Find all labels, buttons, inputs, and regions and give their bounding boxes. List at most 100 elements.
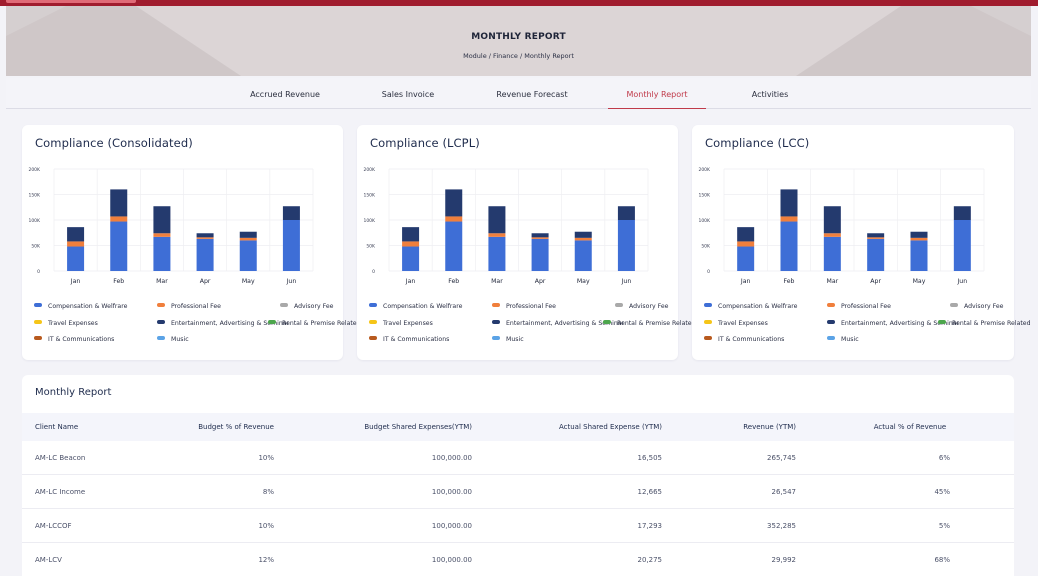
legend-item-rental-premise-related[interactable]: Rental & Premise Related	[603, 320, 696, 327]
bar-compensation-welfrare-mar[interactable]	[488, 236, 506, 271]
legend-item-music[interactable]: Music	[157, 336, 189, 343]
bar-compensation-welfrare-may[interactable]	[239, 240, 257, 271]
bar-compensation-welfrare-jan[interactable]	[67, 246, 85, 271]
bar-compensation-welfrare-apr[interactable]	[867, 238, 885, 271]
bar-compensation-welfrare-jan[interactable]	[737, 246, 755, 271]
table-row[interactable]: AM-LC Beacon 10% 100,000.00 16,505 265,7…	[22, 441, 1014, 475]
bar-compensation-welfrare-feb[interactable]	[445, 221, 463, 271]
bar-compensation-welfrare-apr[interactable]	[196, 238, 214, 271]
legend-item-travel-expenses[interactable]: Travel Expenses	[369, 320, 433, 327]
legend-item-entertainment-advertising-seminar[interactable]: Entertainment, Advertising & Seminar	[157, 320, 289, 327]
bar-professional-fee-jan[interactable]	[67, 241, 85, 247]
legend-item-music[interactable]: Music	[492, 336, 524, 343]
legend-item-entertainment-advertising-seminar[interactable]: Entertainment, Advertising & Seminar	[492, 320, 624, 327]
chart-title: Compliance (LCPL)	[370, 136, 480, 150]
legend-item-professional-fee[interactable]: Professional Fee	[157, 303, 221, 310]
legend-item-travel-expenses[interactable]: Travel Expenses	[704, 320, 768, 327]
bar-entertainment-advertising-seminar-may[interactable]	[910, 231, 928, 238]
legend-item-advisory-fee[interactable]: Advisory Fee	[280, 303, 333, 310]
y-tick-label: 100K	[28, 218, 41, 224]
legend-item-it-communications[interactable]: IT & Communications	[34, 336, 114, 343]
legend-item-entertainment-advertising-seminar[interactable]: Entertainment, Advertising & Seminar	[827, 320, 959, 327]
bar-compensation-welfrare-mar[interactable]	[823, 236, 841, 271]
cell-budget-pct: 8%	[262, 488, 274, 496]
table-row[interactable]: AM-LCCOF 10% 100,000.00 17,293 352,285 5…	[22, 509, 1014, 543]
tab-sales-invoice[interactable]: Sales Invoice	[381, 90, 435, 99]
bar-entertainment-advertising-seminar-may[interactable]	[574, 231, 592, 238]
legend-item-rental-premise-related[interactable]: Rental & Premise Related	[268, 320, 361, 327]
col-actual-shared[interactable]: Actual Shared Expense (YTM)	[558, 423, 662, 431]
bar-entertainment-advertising-seminar-jun[interactable]	[953, 206, 971, 220]
bar-professional-fee-jan[interactable]	[737, 241, 755, 247]
bar-professional-fee-apr[interactable]	[531, 237, 549, 239]
bar-entertainment-advertising-seminar-mar[interactable]	[153, 206, 171, 234]
tab-activities[interactable]: Activities	[751, 90, 789, 99]
bar-entertainment-advertising-seminar-jun[interactable]	[282, 206, 300, 220]
bar-entertainment-advertising-seminar-mar[interactable]	[823, 206, 841, 234]
bar-entertainment-advertising-seminar-apr[interactable]	[867, 233, 885, 238]
legend-label: Entertainment, Advertising & Seminar	[841, 320, 960, 327]
bar-compensation-welfrare-apr[interactable]	[531, 238, 549, 271]
x-tick-label: Feb	[448, 278, 459, 285]
bar-entertainment-advertising-seminar-jan[interactable]	[402, 227, 420, 242]
col-actual-pct[interactable]: Actual % of Revenue	[873, 423, 947, 431]
legend-item-music[interactable]: Music	[827, 336, 859, 343]
bar-professional-fee-mar[interactable]	[488, 233, 506, 237]
table-row[interactable]: AM-LCV 12% 100,000.00 20,275 29,992 68%	[22, 543, 1014, 576]
col-budget-pct[interactable]: Budget % of Revenue	[198, 423, 274, 431]
bar-compensation-welfrare-jun[interactable]	[953, 220, 971, 271]
bar-compensation-welfrare-may[interactable]	[910, 240, 928, 271]
col-budget-shared[interactable]: Budget Shared Expenses(YTM)	[364, 423, 472, 431]
bar-professional-fee-feb[interactable]	[110, 216, 128, 222]
col-revenue[interactable]: Revenue (YTM)	[743, 423, 796, 431]
chart-card-consolidated: Compliance (Consolidated) 0 50K 100K 150K 20…	[22, 125, 361, 360]
legend-swatch-icon	[492, 320, 500, 324]
bar-professional-fee-may[interactable]	[239, 237, 257, 241]
legend-item-it-communications[interactable]: IT & Communications	[369, 336, 449, 343]
bar-professional-fee-may[interactable]	[910, 237, 928, 241]
bar-compensation-welfrare-feb[interactable]	[110, 221, 128, 271]
bar-entertainment-advertising-seminar-feb[interactable]	[780, 189, 798, 217]
bar-professional-fee-mar[interactable]	[153, 233, 171, 237]
bar-professional-fee-mar[interactable]	[823, 233, 841, 237]
bar-entertainment-advertising-seminar-feb[interactable]	[445, 189, 463, 217]
legend-item-compensation-welfrare[interactable]: Compensation & Welfrare	[369, 303, 462, 310]
bar-entertainment-advertising-seminar-mar[interactable]	[488, 206, 506, 234]
bar-professional-fee-feb[interactable]	[780, 216, 798, 222]
tab-monthly-report[interactable]: Monthly Report	[608, 78, 706, 109]
bar-entertainment-advertising-seminar-jan[interactable]	[737, 227, 755, 242]
bar-professional-fee-jan[interactable]	[402, 241, 420, 247]
bar-professional-fee-apr[interactable]	[196, 237, 214, 239]
bar-compensation-welfrare-feb[interactable]	[780, 221, 798, 271]
legend-item-professional-fee[interactable]: Professional Fee	[492, 303, 556, 310]
bar-compensation-welfrare-jan[interactable]	[402, 246, 420, 271]
bar-compensation-welfrare-may[interactable]	[574, 240, 592, 271]
bar-compensation-welfrare-mar[interactable]	[153, 236, 171, 271]
bar-entertainment-advertising-seminar-apr[interactable]	[196, 233, 214, 238]
bar-compensation-welfrare-jun[interactable]	[617, 220, 635, 271]
bar-professional-fee-feb[interactable]	[445, 216, 463, 222]
legend-item-rental-premise-related[interactable]: Rental & Premise Related	[938, 320, 1031, 327]
bar-professional-fee-apr[interactable]	[867, 237, 885, 239]
legend-item-professional-fee[interactable]: Professional Fee	[827, 303, 891, 310]
bar-entertainment-advertising-seminar-feb[interactable]	[110, 189, 128, 217]
bar-compensation-welfrare-jun[interactable]	[282, 220, 300, 271]
legend-item-compensation-welfrare[interactable]: Compensation & Welfrare	[34, 303, 127, 310]
bar-entertainment-advertising-seminar-jan[interactable]	[67, 227, 85, 242]
legend-item-it-communications[interactable]: IT & Communications	[704, 336, 784, 343]
bar-entertainment-advertising-seminar-jun[interactable]	[617, 206, 635, 220]
legend-item-travel-expenses[interactable]: Travel Expenses	[34, 320, 98, 327]
legend-item-compensation-welfrare[interactable]: Compensation & Welfrare	[704, 303, 797, 310]
bar-entertainment-advertising-seminar-apr[interactable]	[531, 233, 549, 238]
tab-revenue-forecast[interactable]: Revenue Forecast	[496, 90, 568, 99]
bar-entertainment-advertising-seminar-may[interactable]	[239, 231, 257, 238]
col-client-name[interactable]: Client Name	[35, 423, 79, 431]
bar-professional-fee-may[interactable]	[574, 237, 592, 241]
legend-item-advisory-fee[interactable]: Advisory Fee	[950, 303, 1003, 310]
tab-accrued-revenue[interactable]: Accrued Revenue	[250, 90, 320, 99]
x-tick-label: Jun	[621, 278, 632, 285]
legend-item-advisory-fee[interactable]: Advisory Fee	[615, 303, 668, 310]
legend-swatch-icon	[704, 336, 712, 340]
table-row[interactable]: AM-LC Income 8% 100,000.00 12,665 26,547…	[22, 475, 1014, 509]
cell-client: AM-LCCOF	[35, 522, 72, 530]
